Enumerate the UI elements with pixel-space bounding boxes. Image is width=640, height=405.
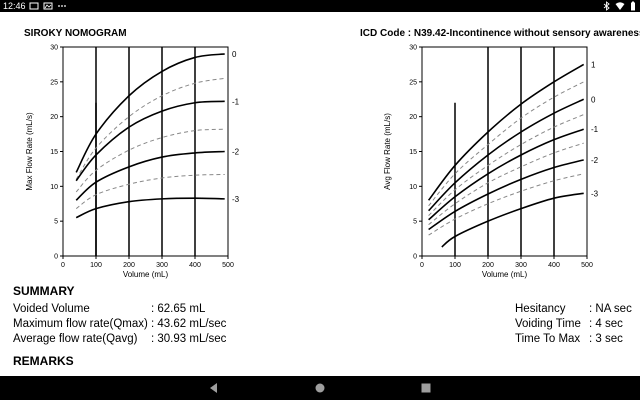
left-chart-curve-label: -3 [232, 195, 240, 204]
right-chart-curve-label: 0 [591, 95, 596, 104]
home-button[interactable] [308, 376, 332, 400]
right-chart-x-axis-label: Volume (mL) [482, 270, 528, 279]
left-chart-y-tick-label: 25 [50, 79, 58, 86]
right-chart-curve--3 [441, 192, 584, 248]
left-chart-curve-label: -1 [232, 97, 240, 106]
right-chart-y-axis-label: Avg Flow Rate (mL/s) [383, 113, 392, 190]
left-chart-y-tick-label: 5 [54, 219, 58, 226]
gallery-icon [43, 2, 53, 10]
right-chart-curve-label: -1 [591, 125, 599, 134]
left-chart-y-tick-label: 10 [50, 184, 58, 191]
left-chart-x-tick-label: 400 [189, 262, 201, 269]
right-chart-curve-label: 1 [591, 60, 596, 69]
left-chart-y-axis-label: Max Flow Rate (mL/s) [25, 112, 34, 191]
wifi-icon [615, 2, 625, 10]
right-chart-x-tick-label: 200 [482, 262, 494, 269]
status-bar: 12:46 [0, 0, 640, 12]
right-chart-x-tick-label: 0 [420, 262, 424, 269]
siroky-avg-flow-chart: 0 100 200 300 400 500 0 5 10 15 20 25 30 1 0 -1 -2 -3 Volu… [370, 28, 640, 288]
left-chart-dashed-curve [75, 173, 225, 210]
voiding-time-value: : 4 sec [589, 318, 623, 330]
left-chart-x-tick-label: 300 [156, 262, 168, 269]
back-button[interactable] [202, 376, 226, 400]
qmax-label: Maximum flow rate(Qmax) [13, 318, 148, 330]
message-icon [29, 2, 39, 10]
max-flow-nomogram-svg: 0 100 200 300 400 5000510152025300-1-2-3Volum… [25, 45, 240, 280]
recents-icon [421, 383, 431, 393]
left-chart-curve--1 [75, 100, 225, 182]
left-chart-y-tick-label: 15 [50, 149, 58, 156]
right-chart-plot-frame [421, 46, 588, 257]
navigation-bar [0, 376, 640, 400]
right-chart-x-tick-label: 300 [515, 262, 527, 269]
recents-button[interactable] [414, 376, 438, 400]
right-chart-dashed-curve [428, 142, 584, 226]
left-chart-x-tick-label: 500 [222, 262, 234, 269]
status-time: 12:46 [3, 1, 26, 11]
left-chart-y-tick-label: 30 [50, 45, 58, 52]
more-dots-icon [58, 5, 66, 7]
right-chart-y-tick-label: 25 [409, 79, 417, 86]
right-chart-y-tick-label: 0 [413, 254, 417, 261]
right-chart-curve--2 [428, 159, 584, 231]
siroky-max-flow-chart: 0 100 200 300 400 500 0 5 10 15 20 25 30 0 -1 -2 -3 Volum… [0, 28, 260, 288]
left-chart-title: SIROKY NOMOGRAM [24, 28, 127, 39]
qavg-label: Average flow rate(Qavg) [13, 333, 138, 345]
right-chart-x-tick-label: 100 [449, 262, 461, 269]
left-chart-dashed-curve [75, 77, 225, 180]
left-chart-y-tick-label: 0 [54, 254, 58, 261]
right-chart-curve--1 [428, 128, 584, 221]
right-chart-y-tick-label: 20 [409, 114, 417, 121]
left-chart-x-axis-label: Volume (mL) [123, 270, 169, 279]
status-right-icons [603, 0, 636, 12]
hesitancy-label: Hesitancy [515, 303, 566, 315]
back-icon [210, 383, 217, 393]
left-chart-curve-label: 0 [232, 50, 237, 59]
left-chart-curve--3 [75, 197, 225, 219]
time-to-max-value: : 3 sec [589, 333, 623, 345]
right-chart-y-tick-label: 15 [409, 149, 417, 156]
right-chart-x-tick-label: 500 [581, 262, 593, 269]
left-chart-y-tick-label: 20 [50, 114, 58, 121]
right-chart-dashed-curve [428, 173, 584, 236]
time-to-max-label: Time To Max [515, 333, 581, 345]
voided-volume-label: Voided Volume [13, 303, 90, 315]
right-chart-curve-label: -3 [591, 189, 599, 198]
hesitancy-value: : NA sec [589, 303, 632, 315]
right-chart-dashed-curve [428, 114, 584, 216]
right-chart-curve-1 [427, 63, 585, 201]
right-chart-title: ICD Code : N39.42-Incontinence without s… [360, 28, 640, 39]
status-left-icons [29, 0, 67, 12]
remarks-heading: REMARKS [13, 354, 74, 368]
left-chart-curve-0 [75, 53, 225, 173]
right-chart-dashed-curve [428, 81, 584, 207]
left-chart-curve-label: -2 [232, 148, 240, 157]
left-chart-plot-frame [62, 46, 229, 257]
right-chart-x-tick-label: 400 [548, 262, 560, 269]
right-chart-y-tick-label: 10 [409, 184, 417, 191]
right-chart-curve-0 [428, 98, 585, 212]
left-chart-x-tick-label: 0 [61, 262, 65, 269]
left-chart-x-tick-label: 100 [90, 262, 102, 269]
bluetooth-icon [603, 1, 610, 11]
summary-heading: SUMMARY [13, 284, 75, 298]
battery-icon [631, 1, 635, 11]
right-chart-y-tick-label: 30 [409, 45, 417, 52]
voided-volume-value: : 62.65 mL [151, 303, 206, 315]
right-chart-y-tick-label: 5 [413, 219, 417, 226]
qavg-value: : 30.93 mL/sec [151, 333, 227, 345]
left-chart-curve--2 [75, 150, 225, 201]
voiding-time-label: Voiding Time [515, 318, 581, 330]
left-chart-x-tick-label: 200 [123, 262, 135, 269]
left-chart-dashed-curve [75, 128, 225, 193]
avg-flow-nomogram-svg: 0 100 200 300 400 50005101520253010-1-2-3Volu… [383, 45, 599, 280]
right-chart-curve-label: -2 [591, 156, 599, 165]
home-icon [315, 383, 325, 393]
qmax-value: : 43.62 mL/sec [151, 318, 227, 330]
